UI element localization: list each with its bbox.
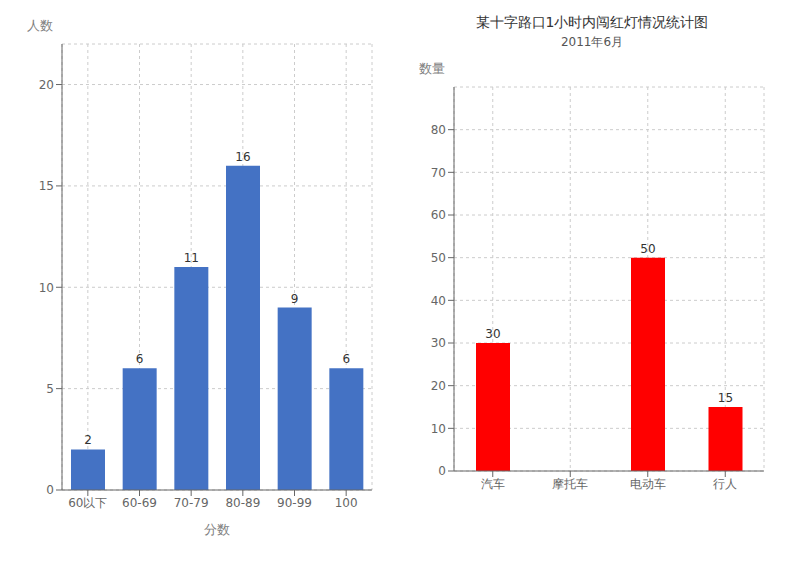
svg-text:6: 6 bbox=[136, 352, 144, 366]
svg-text:20: 20 bbox=[39, 78, 54, 92]
svg-text:汽车: 汽车 bbox=[481, 477, 505, 491]
html-text:某十字路口1小时内闯红灯情况统计图: 某十字路口1小时内闯红灯情况统计图 bbox=[475, 14, 709, 30]
svg-text:行人: 行人 bbox=[713, 477, 737, 491]
svg-text:11: 11 bbox=[184, 251, 199, 265]
svg-text:90-99: 90-99 bbox=[277, 496, 312, 510]
svg-text:50: 50 bbox=[640, 242, 655, 256]
svg-text:5: 5 bbox=[46, 382, 54, 396]
svg-text:6: 6 bbox=[343, 352, 351, 366]
svg-text:分数: 分数 bbox=[204, 522, 230, 537]
svg-text:20: 20 bbox=[431, 379, 446, 393]
svg-text:50: 50 bbox=[431, 251, 446, 265]
svg-text:10: 10 bbox=[431, 422, 446, 436]
svg-text:100: 100 bbox=[335, 496, 358, 510]
svg-text:80-89: 80-89 bbox=[225, 496, 260, 510]
svg-text:70: 70 bbox=[431, 166, 446, 180]
svg-text:30: 30 bbox=[485, 327, 500, 341]
svg-text:30: 30 bbox=[431, 336, 446, 350]
svg-text:60: 60 bbox=[431, 208, 446, 222]
svg-text:9: 9 bbox=[291, 292, 299, 306]
svg-text:80: 80 bbox=[431, 123, 446, 137]
svg-text:电动车: 电动车 bbox=[630, 477, 666, 491]
svg-text:人数: 人数 bbox=[27, 18, 53, 33]
svg-text:15: 15 bbox=[718, 391, 733, 405]
svg-text:16: 16 bbox=[235, 150, 250, 164]
svg-text:15: 15 bbox=[39, 179, 54, 193]
svg-text:40: 40 bbox=[431, 294, 446, 308]
svg-text:60以下: 60以下 bbox=[68, 496, 107, 510]
svg-text:2: 2 bbox=[84, 433, 92, 447]
svg-text:10: 10 bbox=[39, 281, 54, 295]
svg-text:0: 0 bbox=[438, 464, 446, 478]
svg-text:数量: 数量 bbox=[419, 61, 445, 76]
svg-text:70-79: 70-79 bbox=[174, 496, 209, 510]
svg-text:60-69: 60-69 bbox=[122, 496, 157, 510]
svg-text:摩托车: 摩托车 bbox=[552, 477, 588, 491]
svg-text:0: 0 bbox=[46, 483, 54, 497]
html-text:2011年6月: 2011年6月 bbox=[560, 35, 624, 49]
